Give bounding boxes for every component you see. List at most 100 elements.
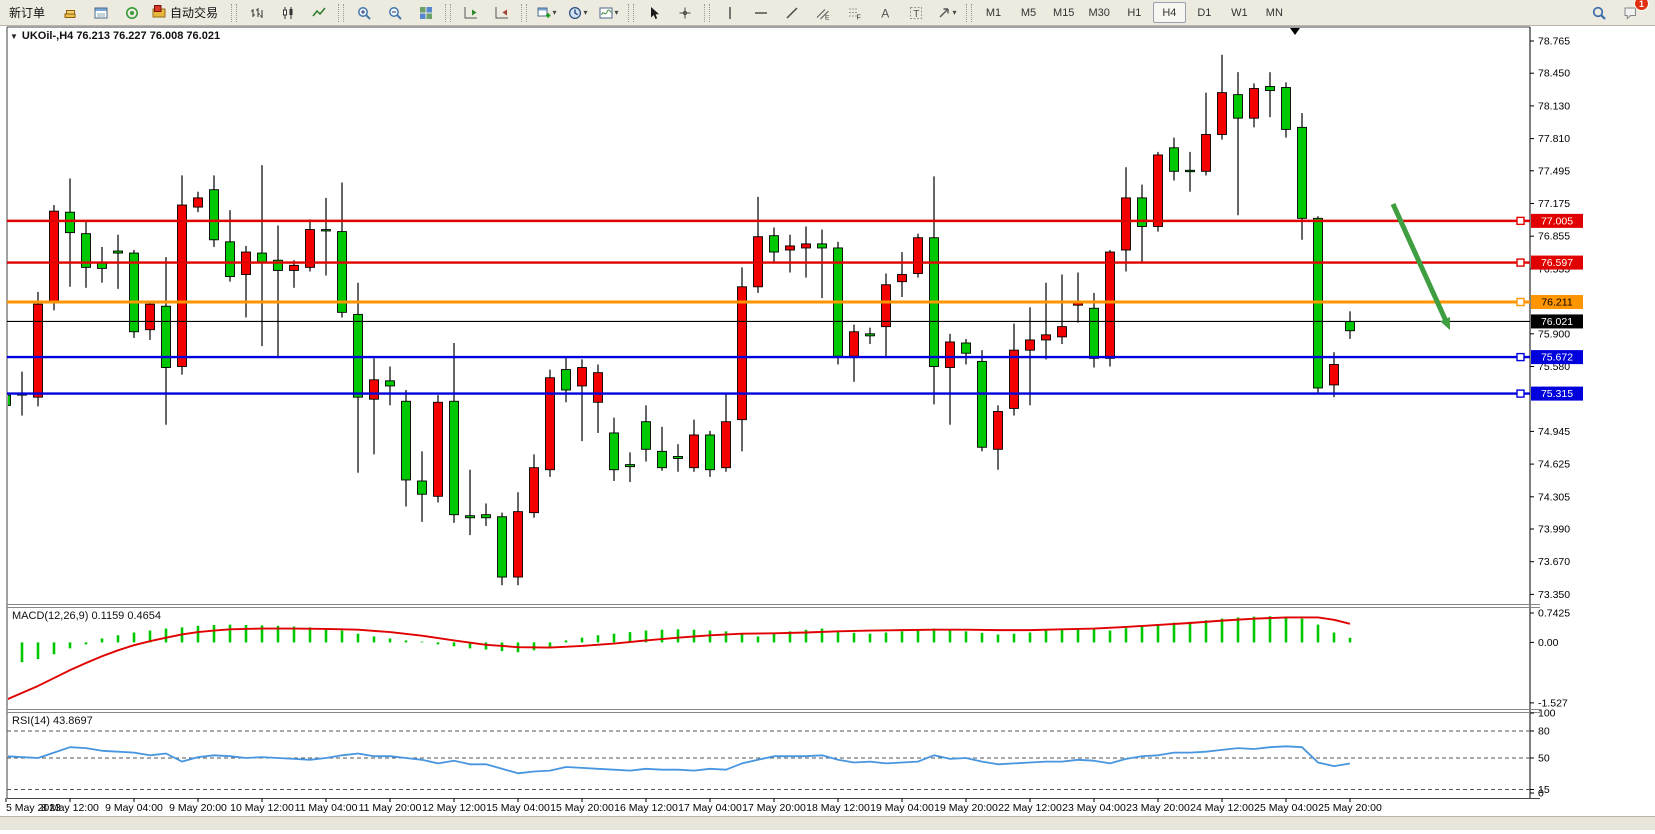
candle: [1201, 92, 1211, 176]
hline-handle[interactable]: [1516, 297, 1525, 307]
candle: [401, 390, 411, 507]
svg-text:80: 80: [1538, 726, 1550, 738]
candles: [8, 54, 1355, 586]
cursor-icon[interactable]: [639, 1, 668, 24]
chart-shift-marker[interactable]: [1290, 28, 1300, 35]
fibonacci-icon[interactable]: F: [839, 1, 868, 24]
toolbar-separator: [966, 3, 973, 22]
toolbar-separator: [445, 3, 452, 22]
chevron-down-icon[interactable]: ▼: [10, 32, 18, 41]
timeframe-d1[interactable]: D1: [1197, 6, 1212, 19]
svg-text:78.765: 78.765: [1538, 36, 1570, 48]
arrow-annotation-head[interactable]: [1440, 317, 1450, 330]
svg-text:23 May 20:00: 23 May 20:00: [1126, 802, 1190, 814]
line-chart-icon[interactable]: [304, 1, 333, 24]
market-watch-icon[interactable]: [86, 1, 115, 24]
candle: [433, 395, 443, 503]
candle: [1329, 352, 1339, 398]
timeframe-w1[interactable]: W1: [1231, 6, 1248, 19]
trendline-icon[interactable]: [777, 1, 806, 24]
search-icon[interactable]: [1584, 1, 1613, 24]
zoom-in-icon[interactable]: [349, 1, 378, 24]
svg-text:T: T: [913, 9, 919, 20]
indicators-icon[interactable]: ▾: [594, 1, 623, 24]
svg-text:10 May 12:00: 10 May 12:00: [230, 802, 294, 814]
text-icon[interactable]: A: [870, 1, 899, 24]
candle: [753, 196, 763, 293]
svg-text:17 May 20:00: 17 May 20:00: [742, 802, 806, 814]
timeframe-h1[interactable]: H1: [1127, 6, 1142, 19]
svg-text:24 May 12:00: 24 May 12:00: [1190, 802, 1254, 814]
svg-text:0.7425: 0.7425: [1538, 607, 1570, 619]
main-toolbar: 新订单 自动交易 ▾ ▾ ▾ E F A T ▾ M1 M5 M15 M30 H1 H4 D…: [0, 0, 1655, 26]
timeframe-m5[interactable]: M5: [1020, 6, 1037, 19]
hline-handle[interactable]: [1516, 258, 1525, 267]
candlestick-chart-icon[interactable]: [273, 1, 302, 24]
periods-clock-icon[interactable]: ▾: [563, 1, 592, 24]
vertical-line-icon[interactable]: [715, 1, 744, 24]
bar-chart-icon[interactable]: [242, 1, 271, 24]
svg-text:76.211: 76.211: [1541, 297, 1572, 309]
toolbar-separator: [628, 3, 635, 22]
timeframe-mn[interactable]: MN: [1265, 6, 1283, 19]
current-price-label: [1531, 314, 1583, 329]
arrows-tool-icon[interactable]: ▾: [932, 1, 961, 24]
zoom-out-icon[interactable]: [380, 1, 409, 24]
candle: [1057, 274, 1067, 345]
svg-text:5 May 2023: 5 May 2023: [6, 802, 61, 814]
timeframe-m30[interactable]: M30: [1088, 6, 1110, 19]
candle: [177, 175, 187, 375]
candle: [385, 366, 395, 406]
macd-panel: [8, 616, 1352, 700]
horizontal-line-icon[interactable]: [746, 1, 775, 24]
equidistant-channel-icon[interactable]: E: [808, 1, 837, 24]
candle: [945, 333, 955, 425]
timeframe-m15[interactable]: M15: [1053, 6, 1075, 19]
hline-handle[interactable]: [1516, 216, 1525, 226]
timeframe-buttons: M1 M5 M15 M30 H1 H4 D1 W1 MN: [976, 2, 1292, 23]
svg-text:19 May 20:00: 19 May 20:00: [934, 802, 998, 814]
candle: [241, 245, 251, 318]
svg-text:0: 0: [1538, 788, 1544, 800]
candle: [273, 225, 283, 357]
svg-text:78.130: 78.130: [1538, 100, 1570, 112]
tile-windows-icon[interactable]: [411, 1, 440, 24]
svg-text:0.00: 0.00: [1538, 637, 1559, 649]
new-chart-icon[interactable]: ▾: [532, 1, 561, 24]
chart-title-text: UKOil-,H4 76.213 76.227 76.008 76.021: [21, 30, 221, 42]
hline-handle[interactable]: [1516, 352, 1525, 362]
candle: [1153, 151, 1163, 232]
candle: [1073, 272, 1083, 323]
auto-scroll-icon[interactable]: [456, 1, 485, 24]
chat-icon[interactable]: 1: [1615, 0, 1649, 24]
svg-text:8 May 12:00: 8 May 12:00: [41, 802, 99, 814]
hlines: 77.005 76.597 76.211 75.672 75.315 76.021: [7, 213, 1583, 401]
chart-ohlc-readout: ▼ UKOil-,H4 76.213 76.227 76.008 76.021: [10, 30, 220, 42]
candle: [1265, 72, 1275, 118]
candle: [33, 291, 43, 407]
timeframe-h4[interactable]: H4: [1152, 2, 1186, 23]
macd-signal-line: [8, 616, 1351, 700]
chart-shift-icon[interactable]: [487, 1, 516, 24]
candle: [209, 175, 219, 247]
candle: [817, 229, 827, 299]
candle: [1185, 151, 1195, 192]
svg-text:75.315: 75.315: [1541, 388, 1573, 400]
arrow-annotation[interactable]: [1390, 202, 1449, 322]
signal-icon[interactable]: [117, 1, 146, 24]
new-order-button[interactable]: 新订单: [9, 6, 46, 20]
svg-text:12 May 12:00: 12 May 12:00: [422, 802, 486, 814]
crosshair-icon[interactable]: [670, 1, 699, 24]
text-label-icon[interactable]: T: [901, 1, 930, 24]
candle: [1137, 184, 1147, 263]
svg-text:77.175: 77.175: [1538, 198, 1570, 210]
gold-bars-icon[interactable]: [55, 1, 84, 24]
autotrade-button[interactable]: 自动交易: [148, 1, 226, 24]
notification-badge[interactable]: 1: [1634, 0, 1649, 11]
timeframe-m1[interactable]: M1: [985, 6, 1002, 19]
svg-text:17 May 04:00: 17 May 04:00: [678, 802, 742, 814]
candle: [977, 350, 987, 452]
hline-handle[interactable]: [1516, 389, 1525, 398]
